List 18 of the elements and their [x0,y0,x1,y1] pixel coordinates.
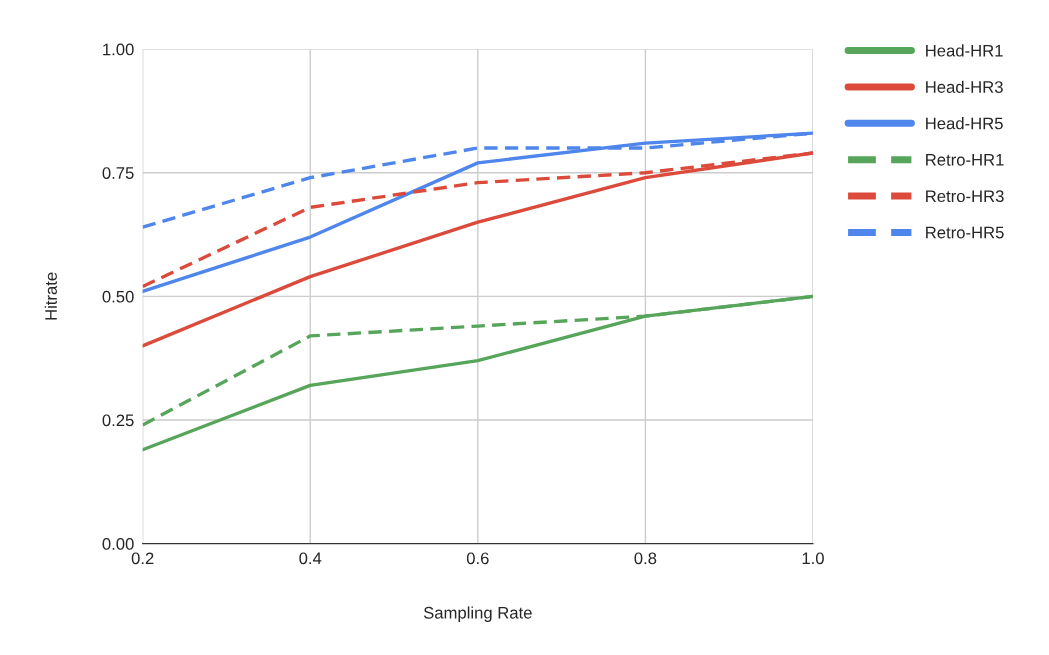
legend-label: Retro-HR1 [926,154,1004,166]
x-tick-label: 0.2 [131,552,154,565]
y-tick-label: 1.00 [103,43,134,56]
x-tick-label: 0.8 [634,552,657,565]
y-tick-label: 0.25 [102,414,134,427]
x-axis-title: Sampling Rate [423,606,532,622]
legend-label: Retro-HR5 [926,226,1004,239]
legend-label: Head-HR3 [926,80,1003,93]
legend-label: Retro-HR3 [926,190,1004,203]
x-tick-label: 1.0 [802,552,824,565]
y-tick-label: 0.00 [102,538,134,550]
legend-label: Head-HR5 [926,117,1003,130]
y-axis-title: Hitrate [44,272,57,320]
legend-label: Head-HR1 [926,44,1003,57]
y-tick-label: 0.50 [102,290,134,303]
y-tick-label: 0.75 [102,167,134,179]
x-tick-label: 0.4 [299,552,322,565]
x-tick-label: 0.6 [466,552,489,565]
